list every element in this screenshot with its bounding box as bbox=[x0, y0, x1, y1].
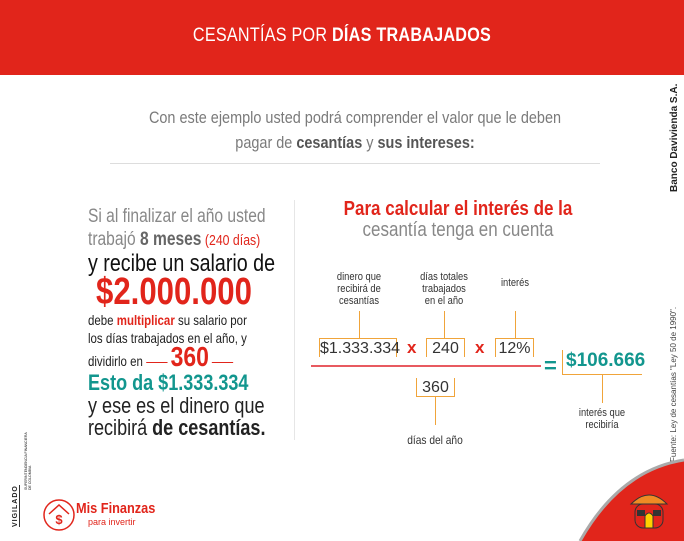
divider bbox=[110, 163, 600, 164]
value-interest: 12% bbox=[495, 338, 534, 357]
house-logo-icon bbox=[629, 494, 669, 529]
dollar-logo-icon: $ bbox=[43, 499, 75, 531]
connector bbox=[515, 311, 516, 338]
logo-subtitle: para invertir bbox=[88, 517, 136, 527]
left-text-7: y ese es el dinero que bbox=[88, 393, 265, 418]
label-days: días totales trabajados en el año bbox=[420, 271, 468, 307]
left-text-4: debe multiplicar su salario por bbox=[88, 312, 247, 328]
column-divider bbox=[294, 200, 295, 440]
logo-title: Mis Finanzas bbox=[76, 500, 156, 517]
left-text-6: dividirlo en 360 bbox=[88, 343, 234, 373]
equals-sign: = bbox=[544, 353, 557, 378]
times-sign: x bbox=[475, 338, 485, 357]
times-sign: x bbox=[407, 338, 417, 357]
value-divisor: 360 bbox=[416, 378, 455, 397]
connector bbox=[359, 311, 360, 338]
fraction-line bbox=[311, 365, 541, 367]
label-result: interés que recibiría bbox=[578, 407, 626, 431]
formula-subtitle: cesantía tenga en cuenta bbox=[362, 219, 554, 241]
vigilado-label: VIGILADO bbox=[12, 485, 20, 527]
header-bar bbox=[0, 0, 684, 75]
value-days: 240 bbox=[426, 338, 465, 357]
svg-text:$: $ bbox=[55, 512, 63, 527]
formula-title: Para calcular el interés de la bbox=[343, 198, 573, 220]
connector bbox=[444, 311, 445, 338]
left-text-2: trabajó 8 meses (240 días) bbox=[88, 229, 261, 250]
value-money: $1.333.334 bbox=[319, 338, 401, 357]
connector bbox=[602, 375, 603, 403]
superintendencia-label: SUPERINTENDENCIA FINANCIERA DE COLOMBIA bbox=[24, 432, 32, 490]
salary-amount: $2.000.000 bbox=[96, 271, 252, 313]
left-text-8: recibirá de cesantías. bbox=[88, 415, 266, 440]
left-text-3: y recibe un salario de bbox=[88, 250, 276, 277]
label-year-days: días del año bbox=[407, 433, 463, 447]
page-title: CESANTÍAS POR DÍAS TRABAJADOS bbox=[192, 25, 492, 46]
connector bbox=[435, 397, 436, 425]
intro-line-2: pagar de cesantías y sus intereses: bbox=[235, 133, 475, 152]
bank-name: Banco Davivienda S.A. bbox=[669, 83, 680, 192]
label-interest: interés bbox=[500, 277, 530, 289]
left-text-5: los días trabajados en el año, y bbox=[88, 330, 247, 346]
label-money: dinero que recibirá de cesantías bbox=[336, 271, 382, 307]
result-value: $106.666 bbox=[562, 350, 645, 375]
left-result: Esto da $1.333.334 bbox=[88, 370, 249, 395]
source-note: Fuente: Ley de cesantías "Ley 50 de 1990… bbox=[669, 306, 678, 462]
intro-line-1: Con este ejemplo usted podrá comprender … bbox=[148, 108, 562, 127]
left-text-1: Si al finalizar el año usted bbox=[88, 206, 266, 227]
